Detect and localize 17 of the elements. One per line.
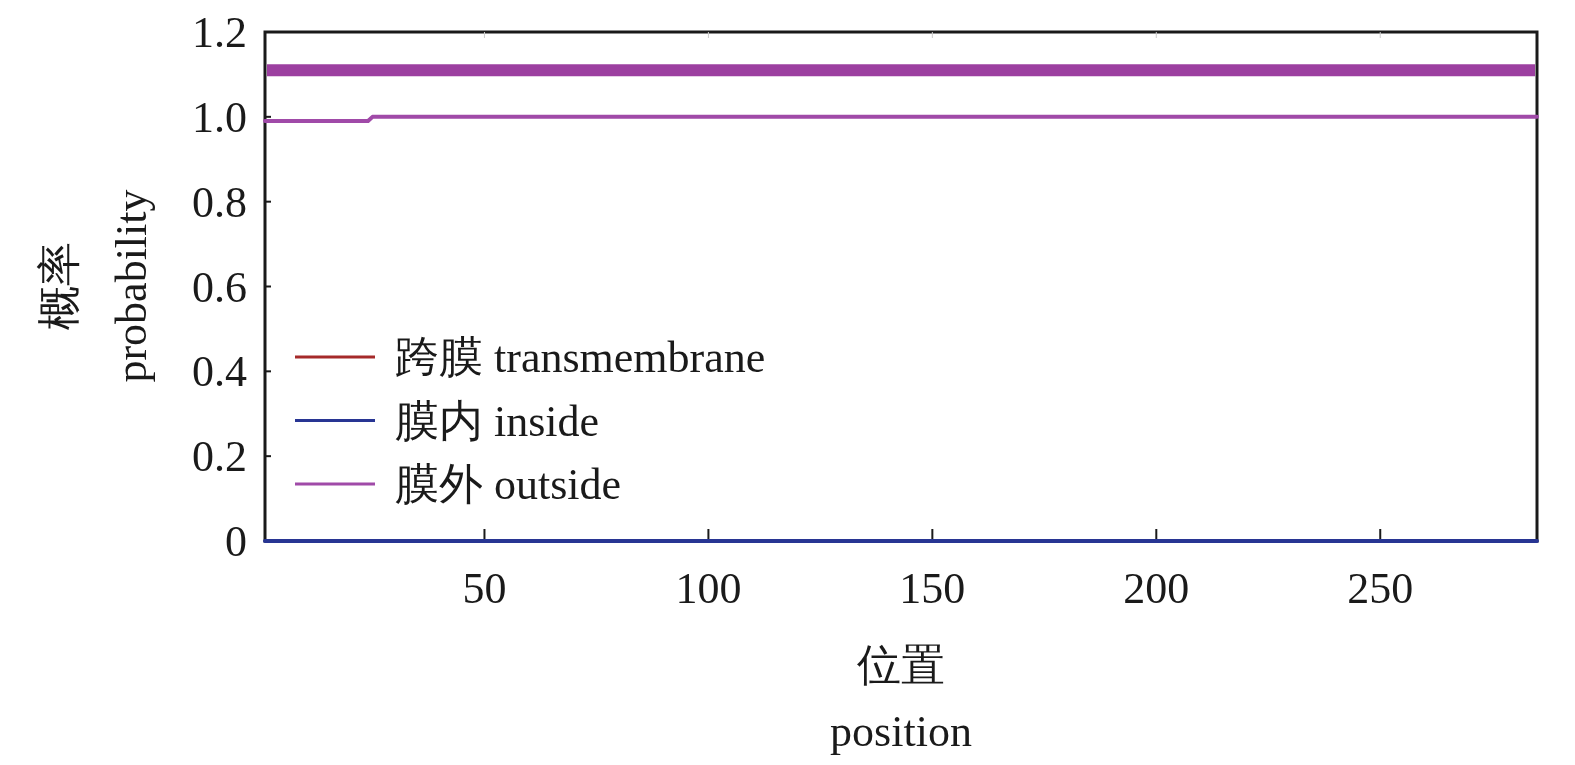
legend-label: 跨膜 transmembrane bbox=[395, 333, 766, 382]
y-tick-label: 1.2 bbox=[192, 8, 247, 57]
y-tick-label: 1.0 bbox=[192, 92, 247, 142]
y-axis-title: 概率 probability bbox=[35, 189, 156, 383]
legend-label: 膜内 inside bbox=[395, 396, 600, 446]
y-tick-label: 0 bbox=[225, 517, 247, 566]
legend-label: 膜外 outside bbox=[395, 460, 622, 509]
y-tick-label: 0.8 bbox=[192, 177, 247, 227]
y-tick-label: 0.2 bbox=[192, 432, 247, 482]
x-tick-label: 150 bbox=[899, 564, 966, 613]
x-tick-label: 200 bbox=[1123, 564, 1190, 613]
x-tick-label: 250 bbox=[1347, 564, 1414, 613]
y-tick-label: 0.4 bbox=[192, 347, 247, 397]
x-tick-label: 50 bbox=[462, 564, 507, 613]
x-tick-label: 100 bbox=[675, 564, 742, 613]
y-tick-label: 0.6 bbox=[192, 262, 247, 312]
x-axis-title: 位置 position bbox=[830, 641, 972, 756]
